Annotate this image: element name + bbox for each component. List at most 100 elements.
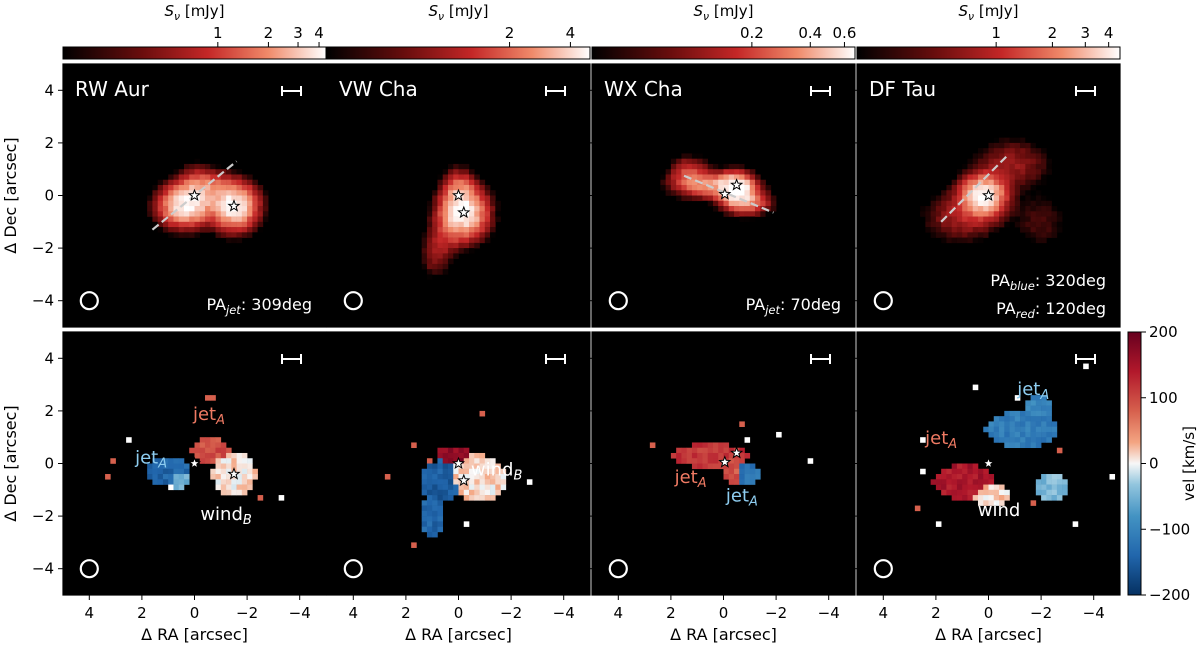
beam-circle: [873, 291, 893, 311]
map-pixel: [484, 184, 491, 191]
map-pixel: [152, 468, 158, 475]
map-pixel: [442, 484, 449, 491]
map-pixel: [765, 195, 772, 202]
map-pixel: [1020, 163, 1026, 170]
component-label-sub: B: [243, 513, 252, 528]
map-pixel: [484, 463, 491, 470]
map-pixel: [1041, 474, 1047, 480]
map-pixel: [241, 179, 248, 186]
map-pixel: [469, 452, 475, 459]
component-label: wind: [978, 500, 1021, 521]
map-pixel: [178, 163, 185, 170]
map-pixel: [1041, 216, 1047, 223]
map-pixel: [988, 216, 995, 223]
map-pixel: [247, 216, 253, 223]
map-pixel: [432, 253, 438, 259]
map-pixel: [178, 474, 185, 480]
map-pixel: [194, 190, 201, 196]
map-pixel: [728, 169, 735, 175]
map-pixel: [1041, 484, 1047, 491]
map-pixel: [458, 452, 465, 459]
map-pixel: [734, 195, 740, 202]
map-pixel: [447, 452, 454, 459]
map-pixel: [105, 474, 111, 480]
map-pixel: [199, 437, 206, 443]
map-pixel: [495, 463, 501, 470]
map-pixel: [421, 242, 428, 249]
map-pixel: [993, 142, 1000, 149]
map-pixel: [1004, 206, 1010, 212]
x-axis-label: Δ RA [arcsec]: [405, 625, 512, 644]
map-pixel: [437, 253, 444, 259]
map-pixel: [463, 468, 470, 475]
map-pixel: [956, 216, 963, 223]
map-pixel: [1062, 484, 1068, 491]
map-pixel: [702, 163, 709, 170]
map-pixel: [447, 253, 454, 259]
map-pixel: [157, 463, 164, 470]
x-tick-label: 2: [666, 604, 676, 622]
map-pixel: [247, 184, 253, 191]
map-pixel: [977, 479, 984, 485]
map-pixel: [1035, 410, 1042, 417]
map-pixel: [999, 495, 1005, 501]
map-pixel: [946, 227, 952, 233]
map-pixel: [1020, 221, 1026, 228]
map-pixel: [739, 174, 745, 181]
map-pixel: [421, 253, 428, 259]
pa-jet-label-sub: jet: [224, 303, 241, 317]
map-pixel: [1046, 227, 1052, 233]
map-pixel: [977, 206, 984, 212]
map-pixel: [226, 232, 232, 238]
map-pixel: [1035, 206, 1042, 212]
map-pixel: [173, 463, 180, 470]
map-pixel: [977, 237, 984, 244]
map-pixel: [173, 200, 180, 207]
map-pixel: [956, 463, 963, 470]
map-pixel: [1046, 158, 1052, 165]
map-pixel: [1030, 195, 1037, 202]
colorbar-label-nu: ν: [703, 10, 709, 23]
pa-blue-label-main: PA: [990, 271, 1010, 290]
map-pixel: [247, 458, 253, 464]
map-pixel: [474, 221, 480, 228]
map-pixel: [178, 184, 185, 191]
map-pixel: [432, 505, 438, 512]
map-pixel: [972, 169, 979, 175]
map-pixel: [967, 184, 974, 191]
map-pixel: [951, 190, 958, 196]
map-pixel: [1056, 216, 1063, 223]
map-pixel: [199, 163, 206, 170]
map-pixel: [1025, 190, 1031, 196]
map-pixel: [999, 190, 1005, 196]
map-pixel: [920, 437, 926, 443]
map-pixel: [749, 463, 756, 470]
map-pixel: [686, 190, 693, 196]
map-pixel: [946, 184, 952, 191]
map-pixel: [1046, 495, 1052, 501]
map-pixel: [1004, 221, 1010, 228]
map-pixel: [178, 458, 185, 464]
map-pixel: [946, 221, 952, 228]
map-pixel: [226, 169, 232, 175]
map-pixel: [199, 174, 206, 181]
map-pixel: [1014, 179, 1021, 186]
map-pixel: [988, 169, 995, 175]
map-pixel: [1035, 211, 1042, 217]
map-pixel: [1025, 416, 1031, 422]
map-pixel: [189, 179, 195, 186]
map-pixel: [173, 474, 180, 480]
map-pixel: [1014, 158, 1021, 165]
map-pixel: [426, 227, 433, 233]
map-pixel: [1020, 211, 1026, 217]
map-pixel: [189, 184, 195, 191]
map-pixel: [1035, 395, 1042, 401]
map-pixel: [152, 479, 158, 485]
map-pixel: [1051, 474, 1058, 480]
x-tick-label: −2: [500, 604, 522, 622]
map-pixel: [484, 479, 491, 485]
map-pixel: [1030, 169, 1037, 175]
map-pixel: [178, 463, 185, 470]
map-pixel: [168, 206, 174, 212]
